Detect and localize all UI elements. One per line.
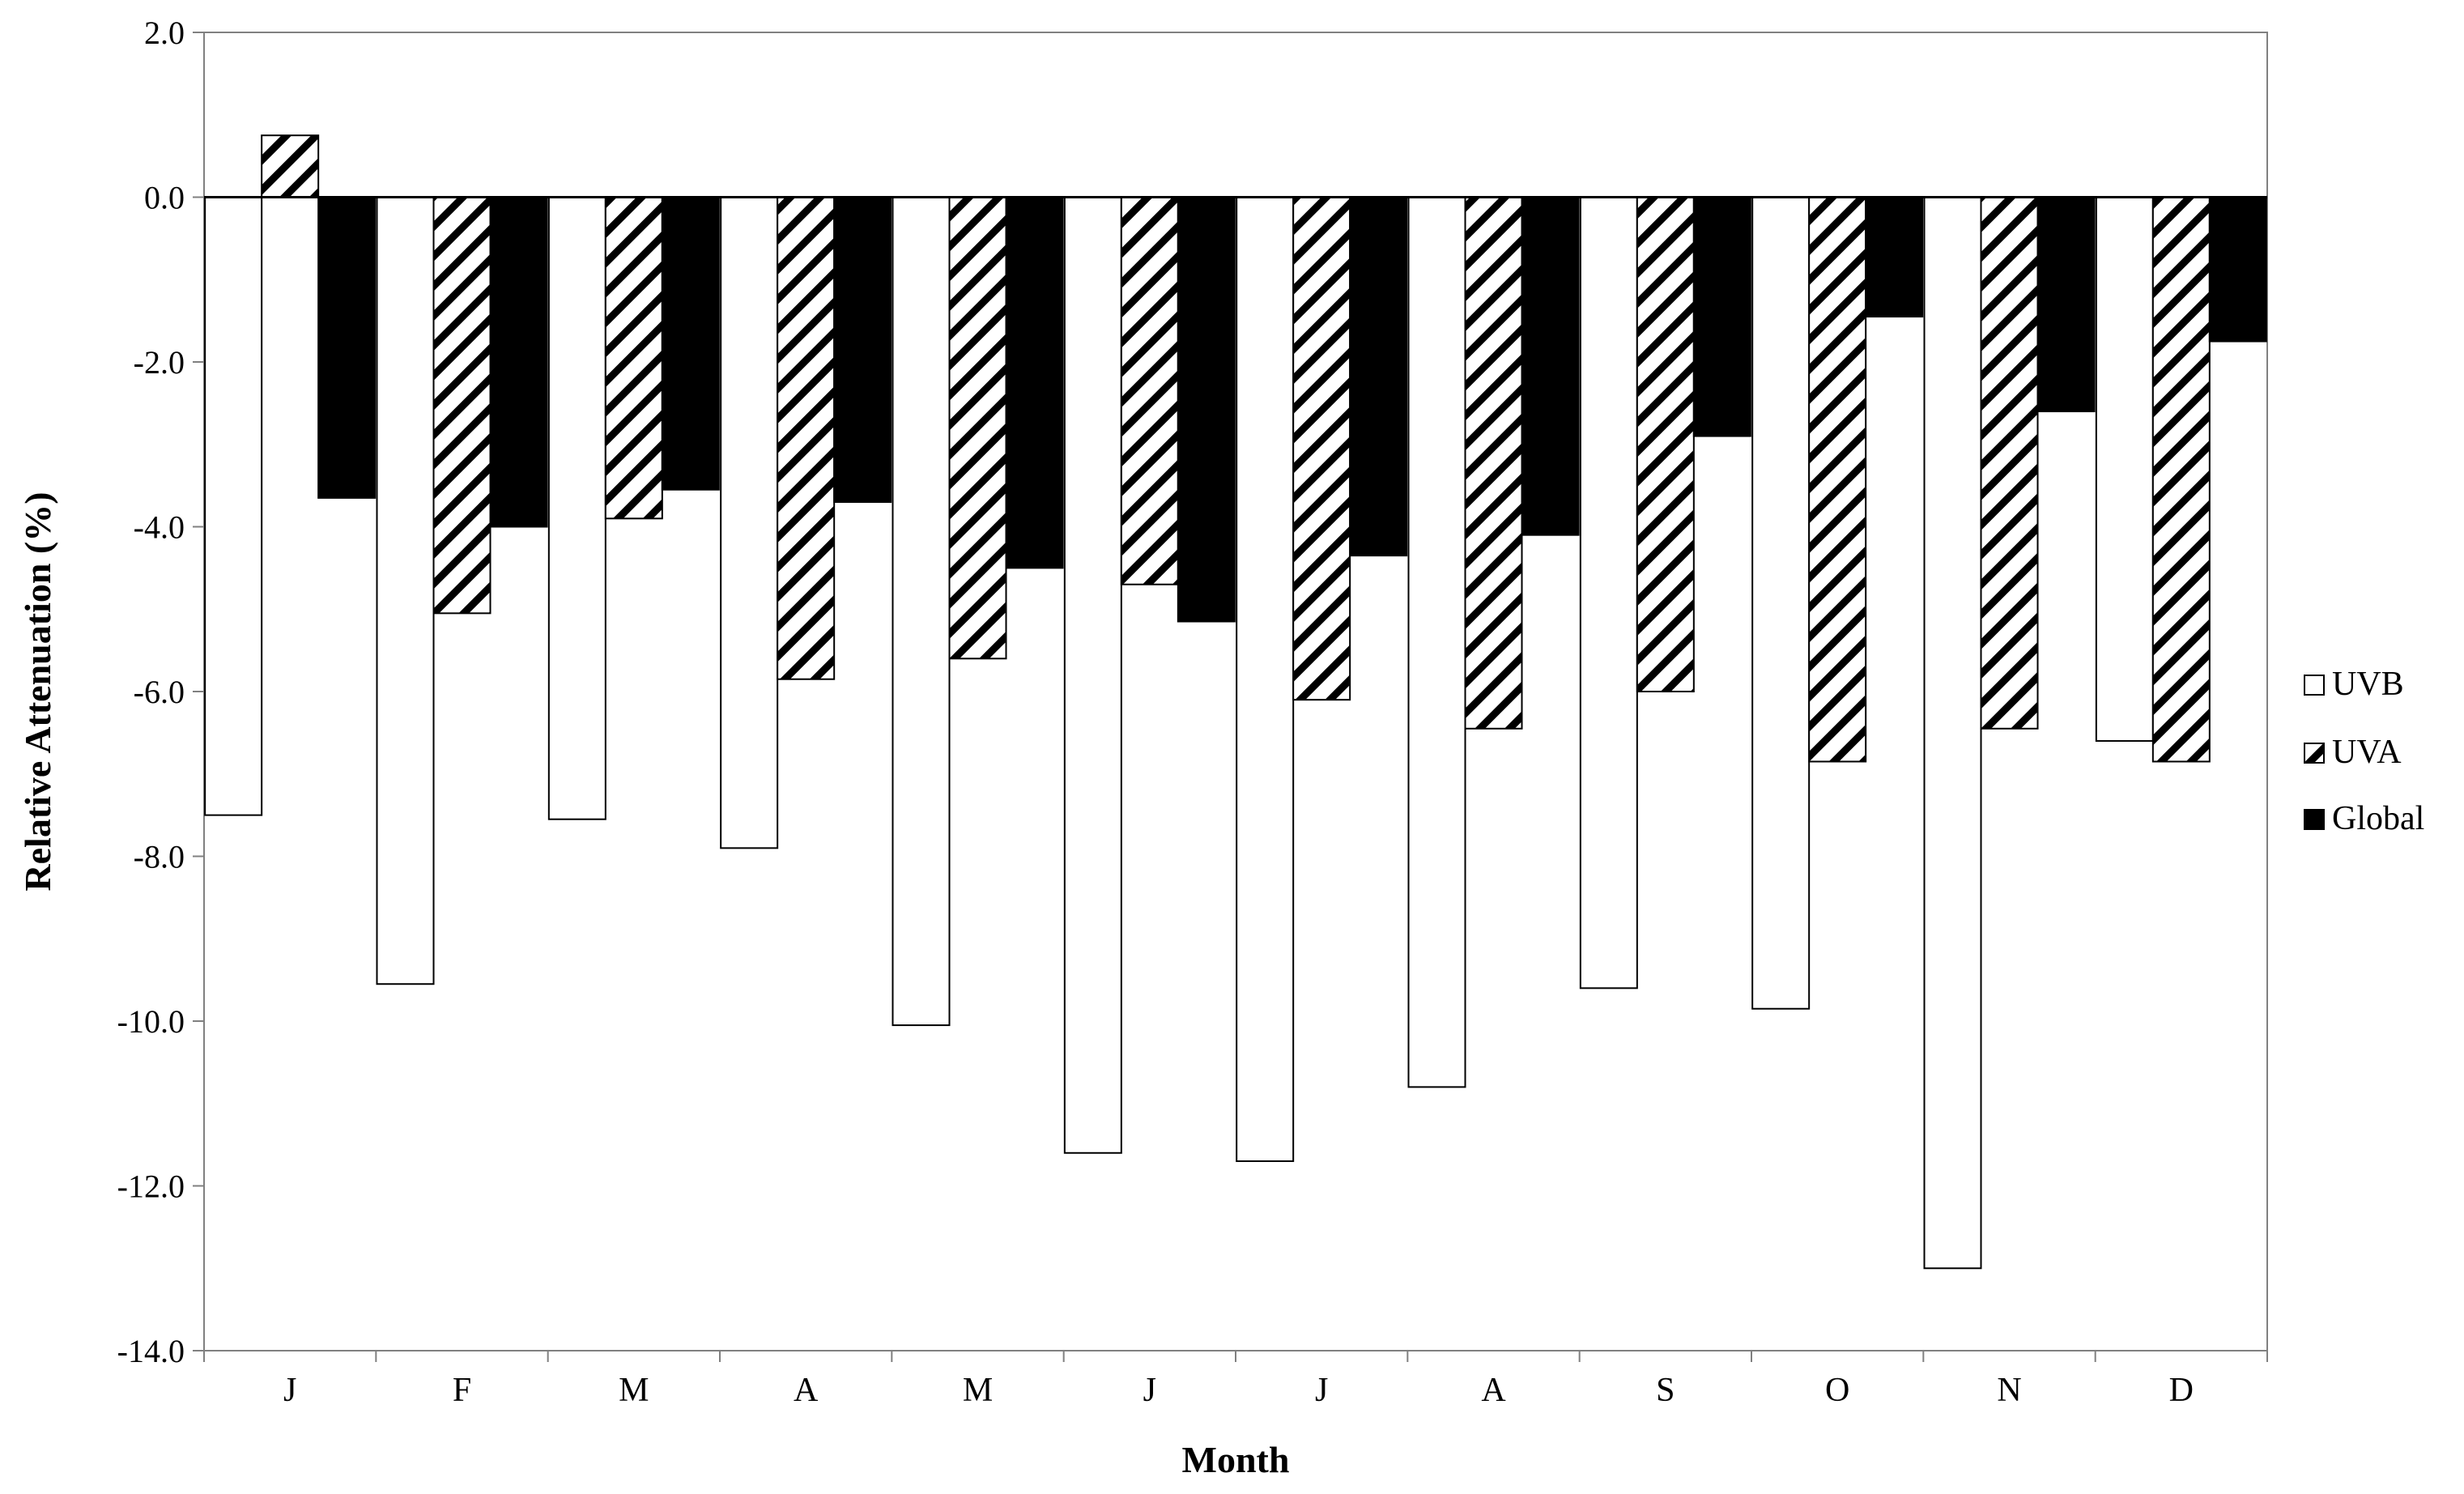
bar-uva-5 — [948, 196, 1007, 660]
bar-global-12 — [2208, 196, 2267, 343]
bar-uvb-9 — [1579, 196, 1638, 990]
bar-uvb-7 — [1236, 196, 1295, 1162]
y-tick-label: -2.0 — [134, 344, 185, 381]
legend-swatch-global — [2304, 809, 2325, 830]
y-tick-label: 2.0 — [144, 15, 185, 51]
bar-uvb-3 — [547, 196, 606, 820]
x-tick-label: A — [1481, 1372, 1506, 1409]
bar-uvb-12 — [2095, 196, 2154, 743]
bar-uvb-10 — [1751, 196, 1811, 1010]
legend-label-uva: UVA — [2332, 734, 2402, 771]
bar-uva-6 — [1120, 196, 1179, 585]
x-tick-label: A — [794, 1372, 819, 1409]
y-tick-label: -14.0 — [117, 1333, 185, 1369]
x-tick-label: F — [453, 1372, 471, 1409]
legend: UVB UVA Global — [2304, 666, 2424, 837]
x-tick-label: S — [1656, 1372, 1675, 1409]
y-tick-label: -10.0 — [117, 1003, 185, 1040]
bar-global-3 — [661, 196, 720, 491]
x-tick-label: J — [1143, 1372, 1156, 1409]
x-tick-label: M — [963, 1372, 993, 1409]
bar-global-8 — [1521, 196, 1580, 536]
bar-global-2 — [489, 196, 548, 528]
bar-uva-9 — [1636, 196, 1695, 692]
bar-uvb-1 — [204, 196, 263, 816]
x-tick-label: M — [619, 1372, 649, 1409]
bar-global-10 — [1865, 196, 1924, 318]
bar-global-7 — [1349, 196, 1408, 557]
bar-global-4 — [833, 196, 892, 503]
bar-uvb-2 — [376, 196, 435, 985]
y-axis: 2.0 0.0 -2.0 -4.0 -6.0 -8.0 -10.0 -12.0 -14.0 — [117, 15, 204, 1369]
bar-uva-11 — [1980, 196, 2039, 730]
bar-global-5 — [1005, 196, 1064, 569]
x-tick-label: J — [1315, 1372, 1328, 1409]
bar-uva-2 — [432, 196, 492, 615]
legend-swatch-uvb — [2304, 675, 2325, 696]
legend-label-uvb: UVB — [2332, 666, 2404, 703]
y-axis-title: Relative Attenuation (%) — [17, 492, 58, 891]
bar-uva-1 — [261, 134, 320, 198]
y-tick-label: -4.0 — [134, 509, 185, 546]
legend-label-global: Global — [2332, 800, 2424, 837]
bar-global-9 — [1692, 196, 1751, 437]
bar-global-1 — [317, 196, 377, 499]
x-tick-label: O — [1825, 1372, 1849, 1409]
y-tick-label: 0.0 — [144, 180, 185, 216]
bars — [204, 134, 2267, 1270]
y-tick-label: -8.0 — [134, 839, 185, 875]
bar-uva-3 — [604, 196, 663, 520]
legend-swatch-uva — [2304, 743, 2325, 764]
bar-uva-4 — [777, 196, 836, 680]
bar-uva-12 — [2151, 196, 2211, 763]
bar-uvb-4 — [720, 196, 779, 849]
bar-uvb-5 — [892, 196, 951, 1027]
bar-uvb-8 — [1407, 196, 1466, 1088]
bar-uva-7 — [1292, 196, 1351, 701]
bar-uvb-6 — [1063, 196, 1122, 1154]
x-tick-label: D — [2169, 1372, 2194, 1409]
y-tick-label: -12.0 — [117, 1168, 185, 1205]
x-axis-title: Month — [1182, 1439, 1290, 1480]
bar-global-6 — [1177, 196, 1236, 623]
y-tick-label: -6.0 — [134, 674, 185, 710]
bar-uva-8 — [1464, 196, 1523, 730]
bar-global-11 — [2036, 196, 2096, 413]
bar-uvb-11 — [1923, 196, 1982, 1270]
x-tick-label: J — [283, 1372, 296, 1409]
x-tick-label: N — [1997, 1372, 2021, 1409]
bar-uva-10 — [1808, 196, 1867, 763]
